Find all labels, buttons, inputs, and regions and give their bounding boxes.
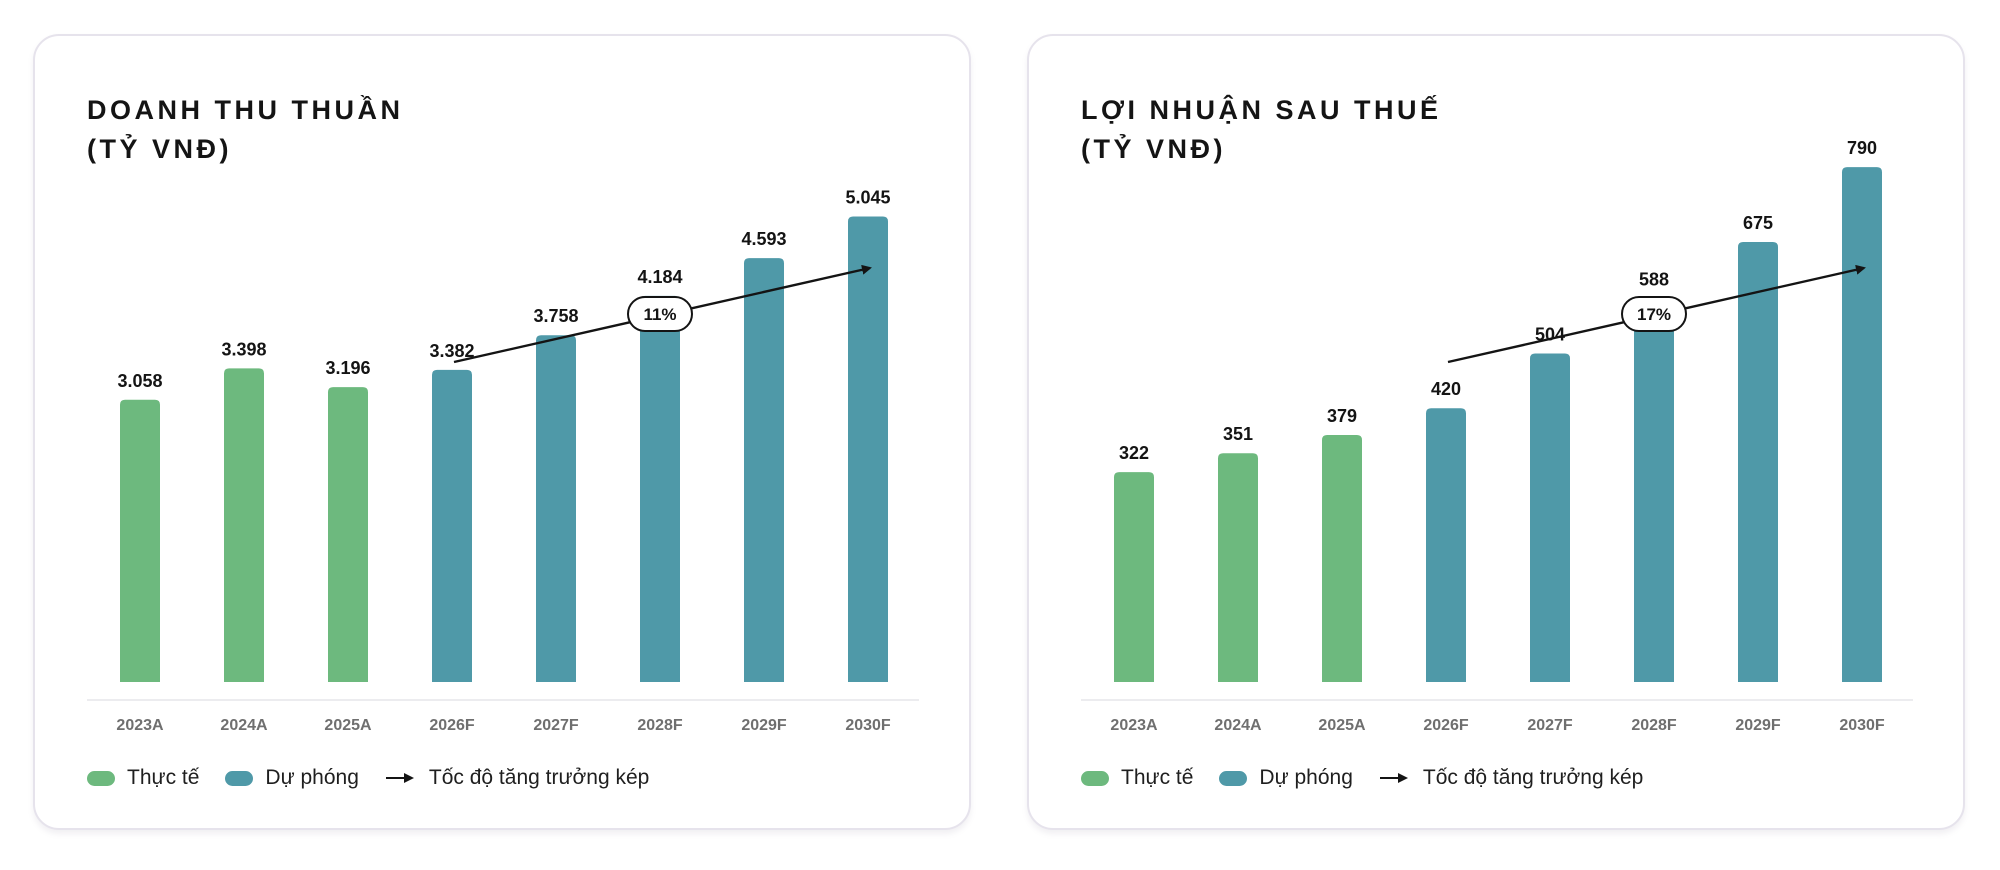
value-label-2028F: 4.184 [637, 267, 682, 287]
cagr-badge-outline [1621, 296, 1687, 332]
chart-title-line-1: DOANH THU THUẦN [87, 95, 404, 125]
legend-swatch-forecast [225, 770, 254, 786]
cagr-badge-label: 17% [1637, 305, 1671, 324]
bar-2030F [848, 216, 888, 683]
legend-item-forecast: Dự phóng [1219, 766, 1353, 790]
bar-2026F [1426, 408, 1466, 682]
bar-2024A [224, 368, 264, 682]
x-tick-label-2023A: 2023A [116, 717, 164, 734]
legend-label-cagr: Tốc độ tăng trưởng kép [1422, 766, 1644, 789]
x-tick-label-2023A: 2023A [1110, 717, 1158, 734]
arrow-right-icon [1379, 773, 1408, 783]
legend-item-cagr: Tốc độ tăng trưởng kép [1379, 766, 1643, 790]
net-profit-bar-chart: 3222023A3512024A3792025A4202026F5042027F… [1081, 138, 1913, 734]
x-tick-label-2025A: 2025A [1318, 717, 1366, 734]
x-tick-label-2029F: 2029F [1735, 717, 1781, 734]
chart-title: LỢI NHUẬN SAU THUẾ (TỶ VNĐ) [1081, 91, 1442, 169]
x-tick-label-2024A: 2024A [220, 717, 268, 734]
value-label-2024A: 351 [1223, 424, 1253, 444]
x-tick-label-2024A: 2024A [1214, 717, 1262, 734]
legend-item-actual: Thực tế [87, 766, 199, 790]
legend-item-cagr: Tốc độ tăng trưởng kép [385, 766, 649, 790]
bar-2029F [744, 258, 784, 682]
value-label-2024A: 3.398 [221, 339, 266, 359]
value-label-2023A: 322 [1119, 443, 1149, 463]
bar-2027F [536, 335, 576, 682]
legend-label-actual: Thực tế [127, 766, 200, 789]
bar-2030F [1842, 167, 1882, 682]
x-tick-label-2027F: 2027F [1527, 717, 1573, 734]
revenue-bar-chart: 3.058 2023A 3.398 2024A 3.196 2025A 3.382 2026F… [87, 187, 919, 734]
value-label-2027F: 3.758 [533, 306, 578, 326]
legend-label-cagr: Tốc độ tăng trưởng kép [428, 766, 650, 789]
legend-label-actual: Thực tế [1121, 766, 1194, 789]
value-label-2026F: 420 [1431, 379, 1461, 399]
chart-title-line-1: LỢI NHUẬN SAU THUẾ [1081, 95, 1442, 125]
chart-legend: Thực tế Dự phóng Tốc độ tăng trưởng kép [87, 766, 675, 790]
bar-2026F [432, 369, 472, 682]
value-label-2028F: 588 [1639, 270, 1669, 290]
value-label-2026F: 3.382 [429, 341, 474, 361]
legend-swatch-actual [87, 770, 115, 786]
chart-title-line-2: (TỶ VNĐ) [1081, 134, 1226, 164]
legend-label-forecast: Dự phóng [265, 766, 359, 789]
value-label-2029F: 675 [1743, 213, 1773, 233]
legend-item-forecast: Dự phóng [225, 766, 359, 790]
value-label-2025A: 379 [1327, 406, 1357, 426]
x-tick-label-2025A: 2025A [324, 717, 372, 734]
value-label-2023A: 3.058 [117, 371, 162, 391]
bar-2029F [1738, 242, 1778, 682]
bar-2024A [1218, 453, 1258, 682]
legend-item-actual: Thực tế [1081, 766, 1193, 790]
x-tick-label-2027F: 2027F [533, 717, 579, 734]
x-tick-label-2026F: 2026F [429, 717, 475, 734]
cagr-badge: 11% [627, 296, 693, 332]
chart-title: DOANH THU THUẦN (TỶ VNĐ) [87, 91, 403, 169]
x-tick-label-2029F: 2029F [741, 717, 787, 734]
bar-2027F [1530, 353, 1570, 682]
cagr-badge: 17% [1621, 296, 1687, 332]
x-tick-label-2028F: 2028F [1631, 717, 1677, 734]
value-label-2030F: 5.045 [845, 187, 890, 207]
revenue-chart-card: DOANH THU THUẦN (TỶ VNĐ) 3.058 2023A 3.398… [33, 34, 971, 830]
legend-swatch-actual [1081, 770, 1109, 786]
cagr-badge-label: 11% [643, 305, 676, 324]
cagr-badge-outline [627, 296, 693, 332]
x-tick-label-2026F: 2026F [1423, 717, 1469, 734]
value-label-2029F: 4.593 [741, 229, 786, 249]
chart-legend: Thực tế Dự phóng Tốc độ tăng trưởng kép [1081, 766, 1669, 790]
bar-2028F [1634, 298, 1674, 682]
net-profit-chart-card: LỢI NHUẬN SAU THUẾ (TỶ VNĐ) 322 2023A 351 2… [1027, 34, 1965, 830]
x-tick-label-2030F: 2030F [1839, 717, 1885, 734]
bar-2025A [1322, 434, 1362, 682]
legend-label-forecast: Dự phóng [1259, 766, 1353, 789]
x-tick-label-2028F: 2028F [637, 717, 683, 734]
bar-2028F [640, 295, 680, 682]
bar-2025A [328, 387, 368, 682]
bar-2023A [120, 399, 160, 682]
value-label-2025A: 3.196 [325, 358, 370, 378]
arrow-right-icon [385, 773, 414, 783]
value-label-2030F: 790 [1847, 138, 1877, 158]
bar-2023A [1114, 472, 1154, 682]
legend-swatch-forecast [1219, 770, 1248, 786]
x-tick-label-2030F: 2030F [845, 717, 891, 734]
chart-title-line-2: (TỶ VNĐ) [87, 134, 232, 164]
